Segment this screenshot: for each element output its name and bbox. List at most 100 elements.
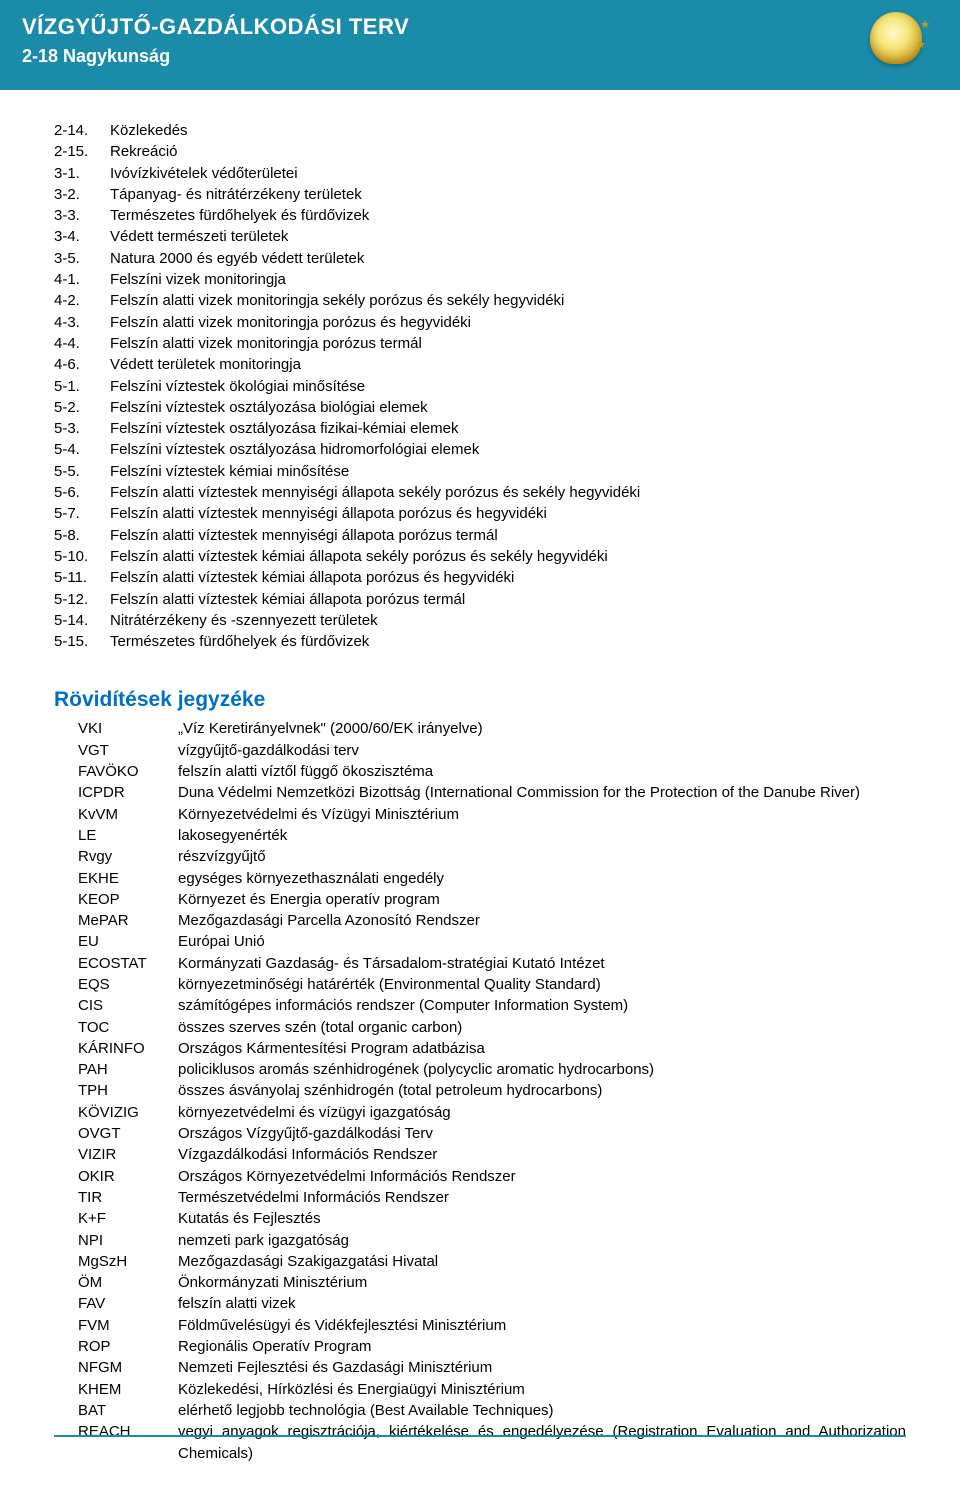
toc-item: 3-5.Natura 2000 és egyéb védett területe…: [54, 248, 906, 269]
abbreviation-definition: Mezőgazdasági Szakigazgatási Hivatal: [178, 1251, 906, 1272]
abbreviation-item: VKI„Víz Keretirányelvnek" (2000/60/EK ir…: [54, 718, 906, 739]
abbreviation-item: K+FKutatás és Fejlesztés: [54, 1208, 906, 1229]
toc-item-number: 5-1.: [54, 376, 110, 397]
abbreviation-definition: Vízgazdálkodási Információs Rendszer: [178, 1144, 906, 1165]
abbreviation-item: CISszámítógépes információs rendszer (Co…: [54, 995, 906, 1016]
abbreviation-key: FVM: [54, 1315, 178, 1336]
abbreviation-definition: Mezőgazdasági Parcella Azonosító Rendsze…: [178, 910, 906, 931]
abbreviation-key: LE: [54, 825, 178, 846]
toc-item-number: 5-12.: [54, 589, 110, 610]
toc-item-label: Természetes fürdőhelyek és fürdővizek: [110, 205, 906, 226]
abbreviation-definition: Országos Környezetvédelmi Információs Re…: [178, 1166, 906, 1187]
toc-item: 3-1.Ivóvízkivételek védőterületei: [54, 163, 906, 184]
toc-item-number: 5-4.: [54, 439, 110, 460]
toc-item-number: 5-15.: [54, 631, 110, 652]
abbreviation-key: KÁRINFO: [54, 1038, 178, 1059]
abbreviation-item: ECOSTATKormányzati Gazdaság- és Társadal…: [54, 953, 906, 974]
abbreviation-item: REACHvegyi anyagok regisztrációja, kiért…: [54, 1421, 906, 1464]
abbreviation-key: REACH: [54, 1421, 178, 1442]
toc-item-number: 4-1.: [54, 269, 110, 290]
abbreviation-key: EKHE: [54, 868, 178, 889]
abbreviation-item: TIRTermészetvédelmi Információs Rendszer: [54, 1187, 906, 1208]
toc-item: 3-2.Tápanyag- és nitrátérzékeny területe…: [54, 184, 906, 205]
toc-item: 4-3.Felszín alatti vizek monitoringja po…: [54, 312, 906, 333]
toc-item: 5-14.Nitrátérzékeny és -szennyezett terü…: [54, 610, 906, 631]
toc-item-label: Felszín alatti vizek monitoringja porózu…: [110, 333, 906, 354]
toc-item-label: Nitrátérzékeny és -szennyezett területek: [110, 610, 906, 631]
toc-item-label: Felszíni víztestek osztályozása hidromor…: [110, 439, 906, 460]
abbreviation-key: K+F: [54, 1208, 178, 1229]
abbreviation-key: TIR: [54, 1187, 178, 1208]
toc-item-label: Felszín alatti vizek monitoringja porózu…: [110, 312, 906, 333]
abbreviation-key: PAH: [54, 1059, 178, 1080]
abbreviation-key: NFGM: [54, 1357, 178, 1378]
abbreviation-definition: Földművelésügyi és Vidékfejlesztési Mini…: [178, 1315, 906, 1336]
abbreviation-item: BATelérhető legjobb technológia (Best Av…: [54, 1400, 906, 1421]
abbreviation-key: ROP: [54, 1336, 178, 1357]
toc-list: 2-14.Közlekedés2-15.Rekreáció3-1.Ivóvízk…: [54, 120, 906, 652]
toc-item: 3-3.Természetes fürdőhelyek és fürdővize…: [54, 205, 906, 226]
abbreviation-definition: elérhető legjobb technológia (Best Avail…: [178, 1400, 906, 1421]
abbreviation-key: KvVM: [54, 804, 178, 825]
abbreviation-key: KÖVIZIG: [54, 1102, 178, 1123]
toc-item-label: Felszín alatti víztestek mennyiségi álla…: [110, 482, 906, 503]
toc-item: 5-6.Felszín alatti víztestek mennyiségi …: [54, 482, 906, 503]
toc-item-label: Tápanyag- és nitrátérzékeny területek: [110, 184, 906, 205]
toc-item: 5-4.Felszíni víztestek osztályozása hidr…: [54, 439, 906, 460]
abbreviation-item: VGTvízgyűjtő-gazdálkodási terv: [54, 740, 906, 761]
abbreviation-key: VIZIR: [54, 1144, 178, 1165]
abbreviation-key: TOC: [54, 1017, 178, 1038]
toc-item: 5-12.Felszín alatti víztestek kémiai áll…: [54, 589, 906, 610]
abbreviation-item: Rvgyrészvízgyűjtő: [54, 846, 906, 867]
toc-item-number: 5-11.: [54, 567, 110, 588]
header-divider: [0, 90, 960, 92]
toc-item: 4-6.Védett területek monitoringja: [54, 354, 906, 375]
page-content: 2-14.Közlekedés2-15.Rekreáció3-1.Ivóvízk…: [0, 92, 960, 1488]
abbreviation-key: VGT: [54, 740, 178, 761]
toc-item-label: Ivóvízkivételek védőterületei: [110, 163, 906, 184]
abbreviation-definition: lakosegyenérték: [178, 825, 906, 846]
toc-item-label: Felszín alatti víztestek kémiai állapota…: [110, 589, 906, 610]
abbreviation-definition: felszín alatti vizek: [178, 1293, 906, 1314]
abbreviation-key: VKI: [54, 718, 178, 739]
toc-item-number: 4-4.: [54, 333, 110, 354]
toc-item: 4-4.Felszín alatti vizek monitoringja po…: [54, 333, 906, 354]
abbreviation-item: LElakosegyenérték: [54, 825, 906, 846]
abbreviation-key: KHEM: [54, 1379, 178, 1400]
abbreviation-definition: nemzeti park igazgatóság: [178, 1230, 906, 1251]
toc-item-label: Felszíni víztestek osztályozása biológia…: [110, 397, 906, 418]
abbreviation-item: NPInemzeti park igazgatóság: [54, 1230, 906, 1251]
toc-item-label: Felszín alatti víztestek mennyiségi álla…: [110, 503, 906, 524]
toc-item-number: 2-14.: [54, 120, 110, 141]
header-subtitle: 2-18 Nagykunság: [22, 46, 938, 67]
toc-item: 4-2.Felszín alatti vizek monitoringja se…: [54, 290, 906, 311]
toc-item-number: 5-6.: [54, 482, 110, 503]
abbreviation-definition: policiklusos aromás szénhidrogének (poly…: [178, 1059, 906, 1080]
abbreviation-definition: Közlekedési, Hírközlési és Energiaügyi M…: [178, 1379, 906, 1400]
toc-item: 5-3.Felszíni víztestek osztályozása fizi…: [54, 418, 906, 439]
page-header: VÍZGYŰJTŐ-GAZDÁLKODÁSI TERV 2-18 Nagykun…: [0, 0, 960, 92]
abbreviation-key: ÖM: [54, 1272, 178, 1293]
abbreviation-item: EKHEegységes környezethasználati engedél…: [54, 868, 906, 889]
toc-item-label: Felszíni vizek monitoringja: [110, 269, 906, 290]
abbreviation-definition: Önkormányzati Minisztérium: [178, 1272, 906, 1293]
toc-item: 2-15.Rekreáció: [54, 141, 906, 162]
abbreviations-list: VKI„Víz Keretirányelvnek" (2000/60/EK ir…: [54, 718, 906, 1463]
toc-item: 5-2.Felszíni víztestek osztályozása biol…: [54, 397, 906, 418]
abbreviation-definition: számítógépes információs rendszer (Compu…: [178, 995, 906, 1016]
abbreviation-definition: Regionális Operatív Program: [178, 1336, 906, 1357]
abbreviation-item: VIZIRVízgazdálkodási Információs Rendsze…: [54, 1144, 906, 1165]
abbreviation-key: FAV: [54, 1293, 178, 1314]
abbreviation-definition: egységes környezethasználati engedély: [178, 868, 906, 889]
abbreviation-key: MePAR: [54, 910, 178, 931]
toc-item-label: Felszín alatti vizek monitoringja sekély…: [110, 290, 906, 311]
abbreviation-key: OVGT: [54, 1123, 178, 1144]
toc-item-number: 5-10.: [54, 546, 110, 567]
abbreviation-definition: részvízgyűjtő: [178, 846, 906, 867]
toc-item-label: Védett területek monitoringja: [110, 354, 906, 375]
toc-item-number: 3-1.: [54, 163, 110, 184]
abbreviation-item: FAVfelszín alatti vizek: [54, 1293, 906, 1314]
abbreviation-item: OKIROrszágos Környezetvédelmi Információ…: [54, 1166, 906, 1187]
toc-item-number: 5-14.: [54, 610, 110, 631]
toc-item: 5-7.Felszín alatti víztestek mennyiségi …: [54, 503, 906, 524]
